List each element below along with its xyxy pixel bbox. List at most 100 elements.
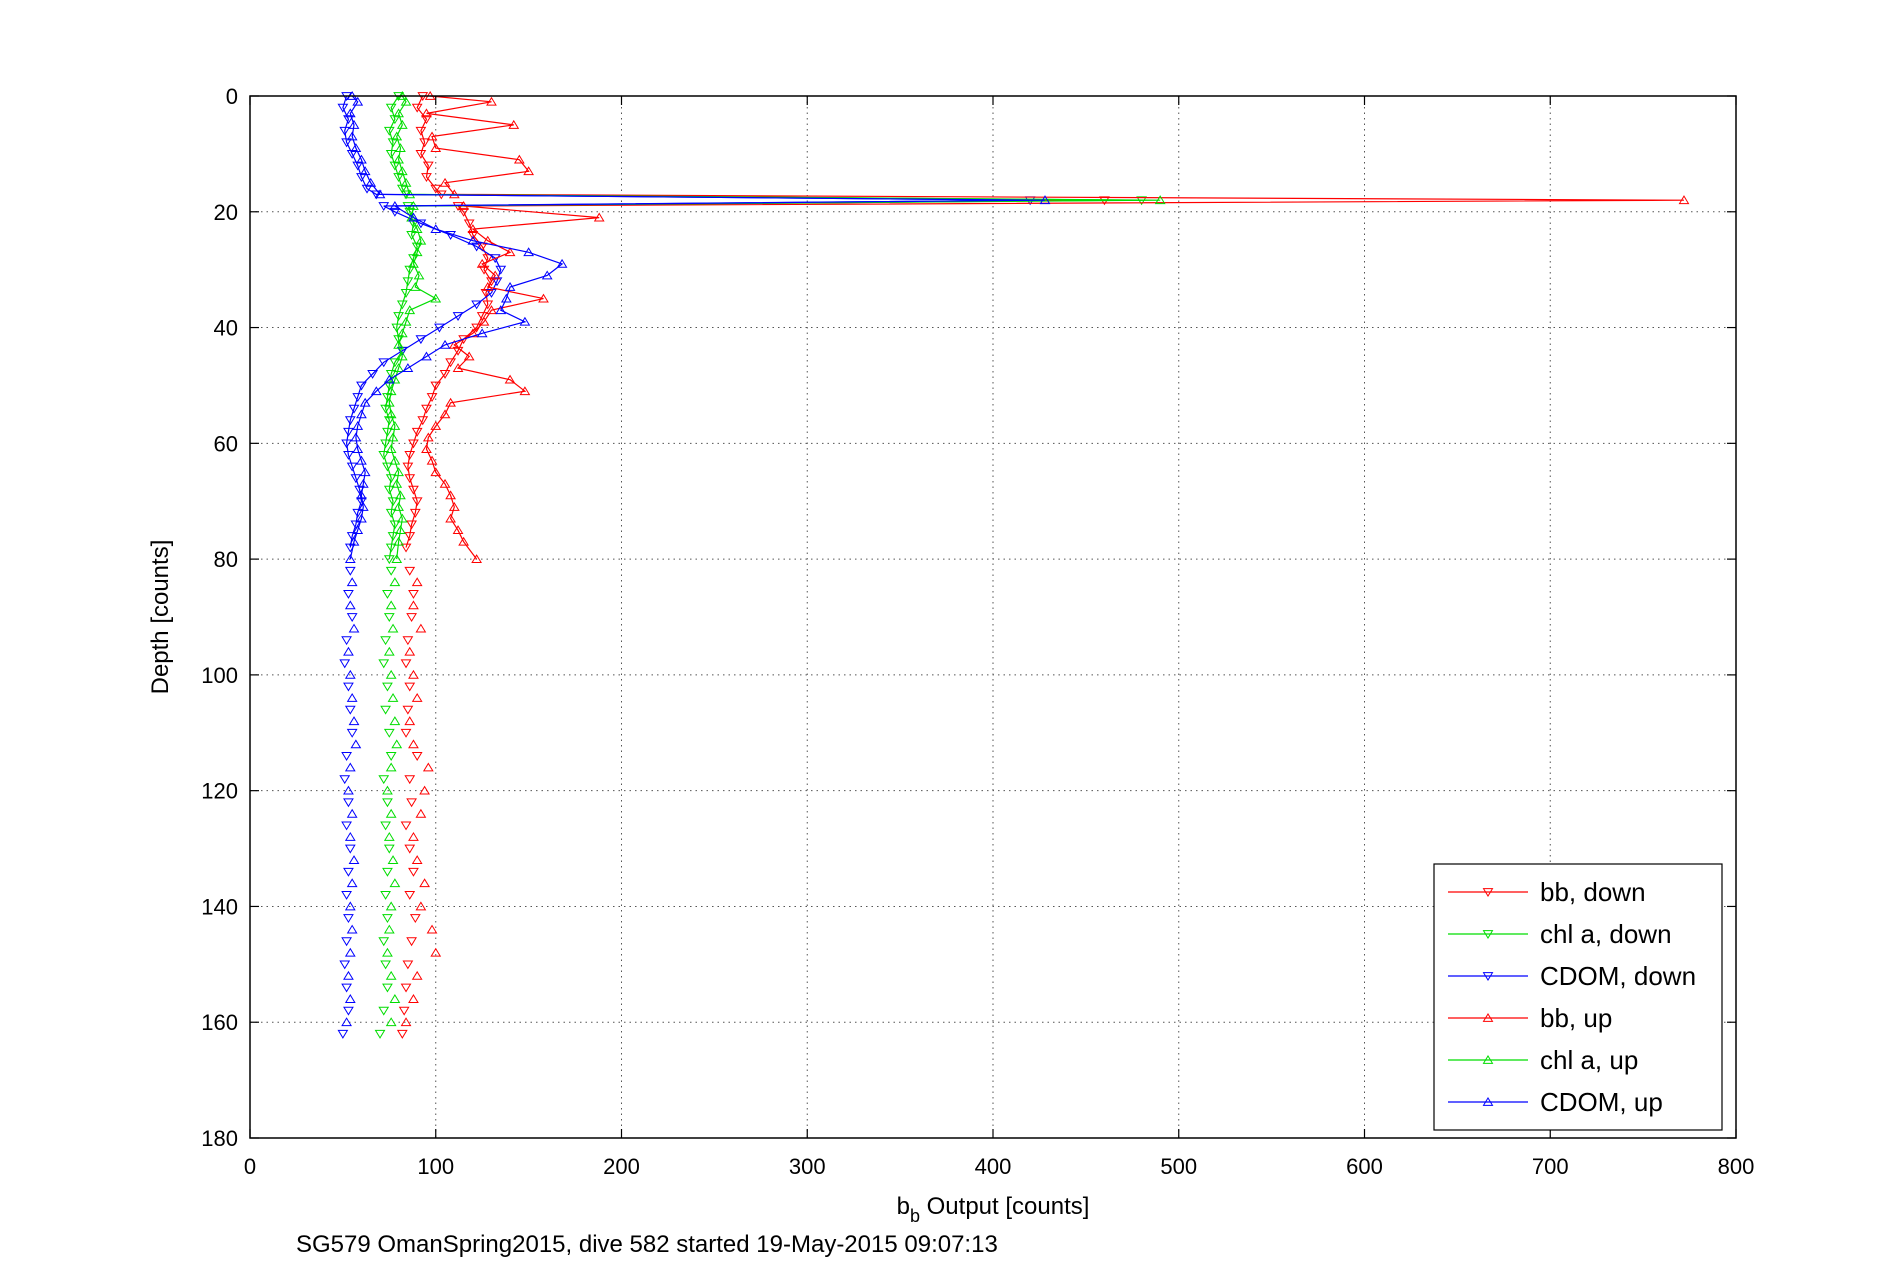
data-point-cdom-up (467, 235, 479, 245)
data-point-bb-up-scatter (422, 762, 434, 772)
data-point-chl-a-up-scatter (383, 924, 395, 934)
x-tick-label: 0 (244, 1154, 256, 1179)
data-point-bb-up-scatter (411, 577, 423, 587)
x-axis-label-main: b (897, 1193, 910, 1220)
data-point-cdom-up (350, 143, 362, 152)
data-point-chl-a-down (385, 543, 397, 553)
data-point-bb-up-scatter (419, 878, 430, 888)
data-point-bb-down (463, 219, 475, 229)
data-point-cdom-up (356, 455, 367, 465)
data-point-chl-a-up-scatter (385, 1017, 397, 1027)
data-point-bb-down (411, 497, 423, 507)
data-point-chl-a-down (383, 416, 395, 426)
series-chl-a-up (383, 90, 1166, 563)
data-point-bb-up (476, 258, 488, 268)
data-point-bb-up (445, 490, 456, 500)
data-point-chl-a-up-scatter (383, 646, 395, 656)
data-point-cdom-down (352, 508, 364, 518)
data-point-cdom-down-scatter (341, 890, 352, 900)
data-point-bb-up (430, 143, 442, 152)
data-point-chl-a-up (396, 513, 408, 523)
data-point-bb-down (430, 381, 442, 391)
data-point-chl-a-up-scatter (387, 693, 399, 702)
data-point-chl-a-down-scatter (382, 914, 393, 924)
data-point-chl-a-down (385, 474, 397, 484)
x-tick-label: 700 (1532, 1154, 1569, 1179)
data-point-chl-a-down (406, 231, 417, 240)
data-point-cdom-down-scatter (343, 589, 354, 599)
data-point-chl-a-down (385, 508, 397, 518)
data-point-chl-a-down (383, 555, 395, 565)
data-point-cdom-down-scatter (339, 659, 351, 669)
data-point-cdom-up (1039, 195, 1051, 205)
data-point-bb-down (415, 126, 427, 136)
y-tick-label: 120 (201, 779, 238, 804)
data-point-chl-a-up (385, 409, 397, 419)
data-point-chl-a-up (411, 247, 423, 257)
data-point-cdom-up (352, 525, 364, 535)
data-point-chl-a-down (383, 381, 395, 391)
data-point-cdom-down (341, 138, 352, 148)
data-point-cdom-up-scatter (343, 646, 354, 656)
data-point-cdom-down (346, 532, 358, 541)
data-point-chl-a-down (382, 427, 393, 437)
data-point-cdom-down (434, 323, 445, 333)
data-point-cdom-up-scatter (346, 924, 358, 934)
series-cdom-up (344, 90, 1051, 563)
y-tick-label: 140 (201, 894, 238, 919)
data-point-bb-down (415, 150, 427, 159)
series-bb-up (421, 90, 1690, 563)
data-point-cdom-up (374, 189, 386, 199)
data-point-bb-up (523, 166, 535, 176)
data-point-bb-up-scatter (415, 808, 427, 818)
data-point-bb-up (421, 108, 432, 118)
y-tick-label: 20 (214, 200, 238, 225)
data-point-bb-down-scatter (404, 844, 416, 854)
series-layer (337, 90, 1690, 1039)
data-point-cdom-up-scatter (341, 1017, 352, 1027)
data-point-chl-a-up-scatter (387, 855, 399, 865)
series-chl-a-down-scatter (374, 566, 397, 1039)
legend: bb, down chl a, down CDOM, down bb, up chl a… (1433, 863, 1723, 1131)
data-point-chl-a-down (383, 485, 395, 495)
data-point-bb-up-scatter (411, 970, 423, 980)
data-point-cdom-down (343, 115, 354, 125)
data-point-chl-a-up-scatter (385, 600, 397, 610)
data-point-cdom-up-scatter (344, 901, 356, 911)
data-point-cdom-up (495, 305, 507, 315)
data-point-chl-a-down (389, 358, 401, 368)
data-point-cdom-down-scatter (343, 914, 354, 924)
series-line-chl-a-down (383, 95, 1142, 560)
data-point-cdom-down-scatter (339, 960, 351, 970)
data-point-chl-a-up (396, 351, 408, 361)
data-point-chl-a-down-scatter (374, 1029, 386, 1039)
data-point-bb-up-scatter (408, 600, 419, 610)
data-point-cdom-up-scatter (344, 947, 356, 957)
data-point-chl-a-up (430, 293, 442, 303)
x-tick-label: 600 (1346, 1154, 1383, 1179)
data-point-bb-down (476, 312, 488, 321)
data-point-bb-up-scatter (408, 831, 419, 841)
data-point-cdom-up (359, 397, 371, 407)
data-point-cdom-down (378, 358, 390, 368)
data-point-bb-up (445, 397, 456, 407)
data-point-bb-up (439, 478, 451, 488)
data-point-chl-a-up-scatter (382, 947, 393, 957)
data-point-cdom-down-scatter (341, 983, 352, 993)
data-point-cdom-up (430, 224, 442, 234)
data-point-cdom-down-scatter (343, 798, 354, 808)
data-point-chl-a-up (409, 282, 421, 291)
data-point-cdom-down (341, 439, 352, 449)
data-point-cdom-up (352, 96, 364, 106)
data-point-bb-down (402, 462, 414, 472)
legend-marker-bb-down (1482, 888, 1494, 898)
data-point-cdom-up (370, 386, 382, 396)
data-point-chl-a-up-scatter (389, 994, 401, 1003)
data-point-chl-a-up-scatter (385, 970, 397, 980)
data-point-chl-a-down (400, 288, 412, 298)
legend-marker-chl-a-up (1482, 1054, 1494, 1064)
data-point-bb-down-scatter (402, 705, 414, 715)
data-point-cdom-down-scatter (344, 705, 356, 715)
data-point-bb-down-scatter (402, 960, 414, 970)
data-point-cdom-down (350, 520, 362, 530)
